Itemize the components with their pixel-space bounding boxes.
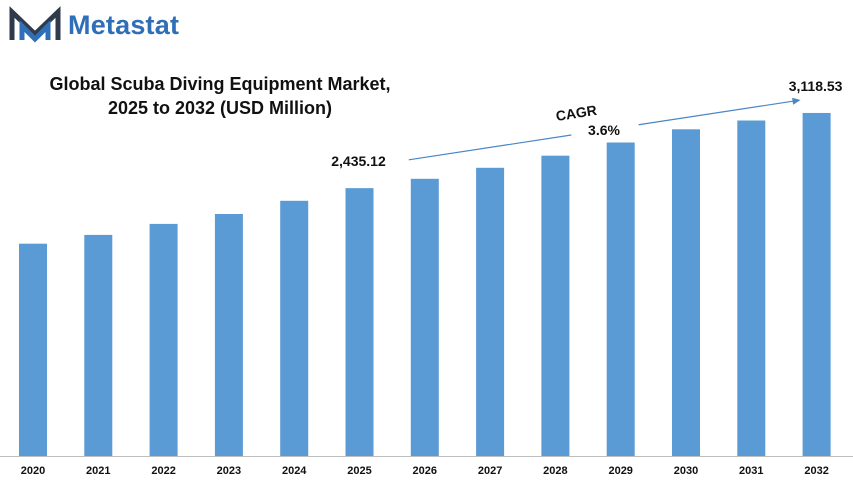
bar-2020 bbox=[19, 243, 47, 456]
x-tick-label-2021: 2021 bbox=[86, 465, 110, 477]
x-tick-label-2031: 2031 bbox=[739, 465, 763, 477]
chart-title: Global Scuba Diving Equipment Market, 20… bbox=[10, 72, 430, 120]
bar-2031 bbox=[737, 120, 766, 456]
x-tick-label-2029: 2029 bbox=[608, 465, 632, 477]
x-tick-label-2022: 2022 bbox=[151, 465, 175, 477]
x-tick-label-2023: 2023 bbox=[217, 465, 241, 477]
cagr-arrowhead bbox=[792, 97, 801, 105]
bar-2028 bbox=[541, 155, 570, 456]
chart-title-line-1: Global Scuba Diving Equipment Market, bbox=[49, 74, 391, 94]
bar-2030 bbox=[672, 129, 700, 457]
chart-title-line-2: 2025 to 2032 (USD Million) bbox=[107, 98, 333, 118]
x-tick-label-2024: 2024 bbox=[282, 465, 307, 477]
cagr-label: CAGR bbox=[555, 102, 598, 124]
x-tick-label-2027: 2027 bbox=[478, 465, 502, 477]
cagr-arrow-segment-1 bbox=[408, 134, 572, 161]
x-tick-label-2025: 2025 bbox=[347, 465, 371, 477]
cagr-arrow-segment-2 bbox=[638, 100, 795, 126]
bar-2024 bbox=[280, 200, 309, 456]
bar-2023 bbox=[214, 214, 243, 456]
x-tick-label-2026: 2026 bbox=[413, 465, 437, 477]
bar-2027 bbox=[476, 167, 505, 457]
x-tick-label-2028: 2028 bbox=[543, 465, 567, 477]
bar-2021 bbox=[84, 234, 113, 456]
metastat-m-logo-icon bbox=[9, 6, 61, 43]
bar-2025 bbox=[345, 188, 374, 457]
x-tick-label-2020: 2020 bbox=[21, 465, 45, 477]
x-tick-label-2032: 2032 bbox=[804, 465, 828, 477]
cagr-value: 3.6% bbox=[588, 122, 620, 138]
bar-2022 bbox=[149, 223, 178, 456]
brand-name: Metastat bbox=[68, 9, 180, 40]
data-label-2032: 3,118.53 bbox=[789, 78, 843, 94]
bar-2029 bbox=[606, 142, 635, 456]
data-label-2025: 2,435.12 bbox=[331, 153, 386, 169]
bar-2026 bbox=[410, 178, 439, 457]
brand-logo: Metastat bbox=[8, 6, 179, 44]
bar-2032 bbox=[802, 112, 831, 456]
x-tick-label-2030: 2030 bbox=[674, 465, 698, 477]
